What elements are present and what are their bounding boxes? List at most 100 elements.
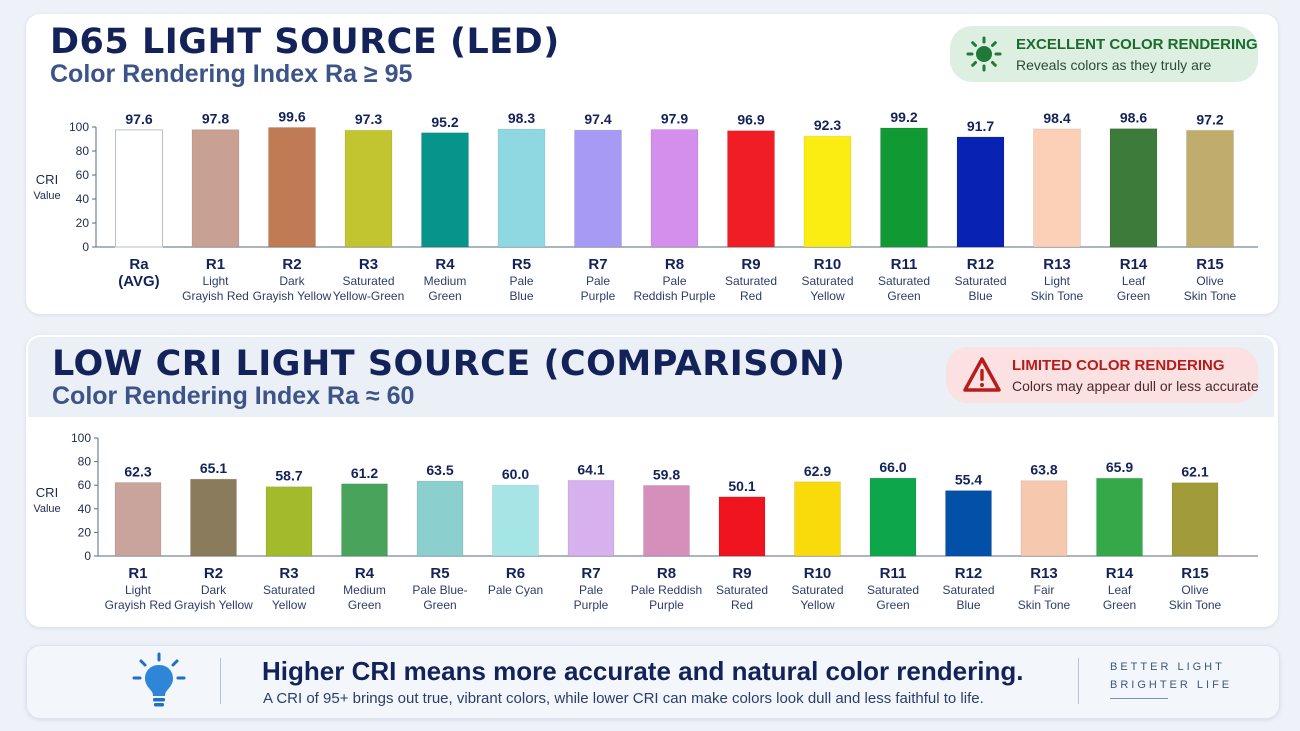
tagline-line-1: BETTER LIGHT [1110, 661, 1225, 673]
category-name-label: Green [887, 289, 920, 303]
category-name-label: Purple [581, 289, 616, 303]
bar-r8 [650, 129, 699, 248]
y-tick-label: 60 [76, 168, 90, 182]
bar-r12 [945, 490, 992, 557]
category-name-label: Olive [1196, 274, 1224, 288]
category-name-label: Saturated [867, 583, 919, 597]
category-code-label: R6 [506, 565, 525, 582]
high-cri-bar-chart: 020406080100CRIValue97.6Ra(AVG)97.8R1Lig… [33, 108, 1258, 303]
category-code-label: R4 [435, 256, 455, 273]
category-code-label: R7 [581, 565, 600, 582]
category-code-label: R2 [204, 565, 223, 582]
category-name-label: Saturated [878, 274, 930, 288]
sun-icon [966, 36, 1002, 72]
category-name-label: Light [202, 274, 229, 288]
category-name-label: Olive [1181, 583, 1209, 597]
category-code-label: R2 [282, 256, 301, 273]
category-name-label: Saturated [954, 274, 1006, 288]
y-axis-label: CRI [36, 172, 58, 187]
limited-badge-text: Colors may appear dull or less accurate [1012, 378, 1259, 394]
category-name-label: Medium [424, 274, 467, 288]
footer-headline-bold: Higher CRI means more accurate [262, 656, 671, 686]
value-label: 63.5 [426, 462, 453, 478]
category-code-label: R14 [1106, 565, 1134, 582]
category-name-label: Saturated [801, 274, 853, 288]
value-label: 97.2 [1196, 111, 1223, 127]
category-name-label: Pale [586, 274, 610, 288]
category-name-label: Pale Reddish [631, 583, 702, 597]
value-label: 63.8 [1030, 462, 1057, 478]
value-label: 97.9 [661, 111, 688, 127]
category-code-label: R1 [206, 256, 225, 273]
category-name-label: Grayish Yellow [174, 598, 253, 612]
bar-r4 [341, 483, 388, 557]
category-name-label: Green [1103, 598, 1136, 612]
value-label: 62.9 [804, 463, 831, 479]
value-label: 98.4 [1043, 110, 1070, 126]
y-axis-label: Value [33, 190, 60, 202]
low-cri-panel: LOW CRI LIGHT SOURCE (COMPARISON) Color … [26, 335, 1278, 627]
y-tick-label: 40 [78, 502, 92, 516]
footer-description: A CRI of 95+ brings out true, vibrant co… [263, 690, 984, 707]
category-name-label: Blue [956, 598, 980, 612]
category-code-label: R11 [891, 256, 918, 273]
footer-divider-right [1078, 658, 1079, 704]
y-tick-label: 80 [78, 455, 92, 469]
category-code-label: R11 [880, 565, 907, 582]
category-name-label: Green [348, 598, 381, 612]
bar-r13 [1033, 128, 1081, 248]
bar-r12 [956, 136, 1005, 248]
category-name-label: Reddish Purple [633, 289, 715, 303]
limited-rendering-badge: LIMITED COLOR RENDERING Colors may appea… [946, 347, 1259, 403]
high-cri-panel: D65 LIGHT SOURCE (LED) Color Rendering I… [26, 14, 1278, 314]
y-tick-label: 100 [69, 120, 89, 134]
category-name-label: Pale [579, 583, 603, 597]
bar-r5 [497, 128, 546, 248]
category-name-label: Red [740, 289, 762, 303]
category-code-label: R15 [1181, 565, 1209, 582]
bar-r2 [268, 126, 316, 248]
category-name-label: Medium [343, 583, 386, 597]
value-label: 98.6 [1120, 110, 1147, 126]
category-name-label: (AVG) [118, 273, 159, 290]
value-label: 97.4 [584, 111, 611, 127]
footer-headline: Higher CRI means more accurate and natur… [262, 656, 1023, 687]
category-name-label: Saturated [263, 583, 315, 597]
bar-r10 [794, 481, 841, 557]
category-name-label: Grayish Red [182, 289, 249, 303]
tagline-underline [1110, 698, 1168, 699]
bar-r15 [1171, 482, 1219, 557]
category-name-label: Pale [509, 274, 533, 288]
bar-ra [115, 129, 163, 248]
value-label: 91.7 [967, 118, 994, 134]
category-name-label: Saturated [725, 274, 777, 288]
category-code-label: R10 [804, 565, 832, 582]
y-tick-label: 40 [76, 192, 90, 206]
value-label: 50.1 [728, 478, 755, 494]
category-code-label: R7 [588, 256, 607, 273]
high-cri-subtitle: Color Rendering Index Ra ≥ 95 [50, 60, 413, 88]
bar-r3 [265, 486, 313, 557]
value-label: 62.3 [124, 463, 151, 479]
bar-r15 [1186, 129, 1234, 248]
bar-r4 [421, 132, 469, 248]
category-name-label: Blue [509, 289, 533, 303]
category-name-label: Yellow [810, 289, 845, 303]
category-name-label: Dark [279, 274, 305, 288]
category-name-label: Saturated [342, 274, 394, 288]
bar-r7 [567, 479, 615, 557]
category-name-label: Fair [1034, 583, 1055, 597]
category-name-label: Dark [201, 583, 227, 597]
y-tick-label: 100 [71, 431, 91, 445]
bar-r13 [1020, 480, 1068, 557]
category-code-label: R12 [967, 256, 995, 273]
category-name-label: Skin Tone [1169, 598, 1222, 612]
value-label: 97.6 [125, 111, 152, 127]
category-code-label: Ra [129, 256, 149, 273]
category-name-label: Pale Blue- [412, 583, 467, 597]
y-tick-label: 0 [84, 549, 91, 563]
value-label: 99.6 [278, 108, 305, 124]
category-name-label: Saturated [791, 583, 843, 597]
bar-r7 [574, 129, 622, 248]
